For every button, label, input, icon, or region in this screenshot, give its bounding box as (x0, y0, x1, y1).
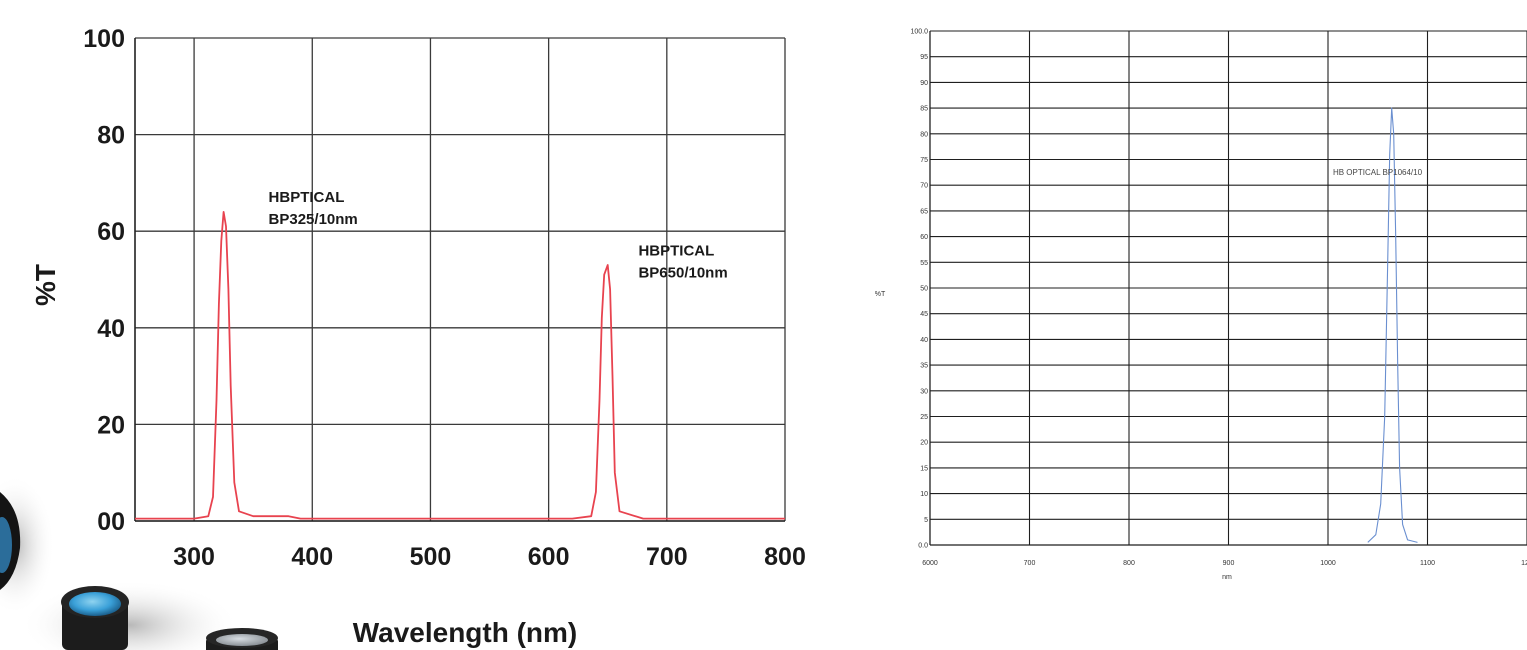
x-tick-label: 600 (528, 543, 570, 571)
y-tick-label: 90 (920, 80, 928, 87)
y-tick-labels: 00 20 40 60 80 100 (83, 25, 125, 536)
x-tick-label: 500 (410, 543, 452, 571)
y-tick-label: 20 (920, 440, 928, 447)
annotation-label: HBPTICAL (638, 242, 714, 259)
annotation-label: HB OPTICAL BP1064/10 (1333, 168, 1423, 177)
y-tick-label: 45 (920, 311, 928, 318)
y-tick-label: 00 (97, 508, 125, 536)
y-tick-label: 65 (920, 208, 928, 215)
y-tick-label: 15 (920, 465, 928, 472)
transmission-chart-nir: 0.0 5 10 15 20 25 30 35 40 45 50 55 60 65 70 75 80 85 90 95… (875, 29, 1527, 581)
y-tick-label: 80 (920, 131, 928, 138)
y-tick-label: 40 (920, 337, 928, 344)
x-tick-label: 700 (646, 543, 688, 571)
y-tick-label: 25 (920, 414, 928, 421)
y-tick-label: 100 (83, 25, 125, 53)
y-tick-label: 85 (920, 106, 928, 113)
y-tick-label: 40 (97, 315, 125, 343)
annotations: HB OPTICAL BP1064/10 (1333, 168, 1423, 177)
x-tick-label: 1000 (1320, 560, 1336, 567)
y-tick-label: 95 (920, 54, 928, 61)
annotation-label: BP325/10nm (269, 211, 358, 228)
transmission-chart-uv-red: 00 20 40 60 80 100 300 400 500 600 700 800 HBPTICA… (30, 25, 806, 648)
x-tick-labels: 300 400 500 600 700 800 (173, 543, 806, 571)
x-tick-label: 300 (173, 543, 215, 571)
x-tick-label: 800 (764, 543, 806, 571)
y-tick-label: 55 (920, 260, 928, 267)
y-tick-label: 70 (920, 183, 928, 190)
x-axis-label: nm (1222, 574, 1232, 581)
y-tick-label: 100.0 (910, 29, 928, 36)
chart-axes (134, 38, 785, 522)
x-tick-label: 6000 (922, 560, 938, 567)
annotation-label: HBPTICAL (269, 189, 345, 206)
grid-lines (929, 30, 1527, 546)
x-tick-label: 400 (291, 543, 333, 571)
y-tick-label: 5 (924, 517, 928, 524)
x-tick-label: 900 (1223, 560, 1235, 567)
series-line (135, 210, 785, 520)
y-axis-label: %T (30, 264, 61, 306)
y-tick-label: 80 (97, 122, 125, 150)
x-tick-label: 1100 (1420, 560, 1435, 567)
y-tick-label: 50 (920, 286, 928, 293)
y-tick-label: 35 (920, 363, 928, 370)
chart-axes (929, 31, 1527, 546)
x-axis-label: Wavelength (nm) (353, 617, 578, 648)
y-tick-label: 0.0 (918, 543, 928, 550)
y-tick-label: 30 (920, 388, 928, 395)
annotation-label: BP650/10nm (638, 264, 727, 281)
y-tick-label: 20 (97, 411, 125, 439)
x-tick-label: 700 (1024, 560, 1036, 567)
x-tick-label: 120 (1521, 560, 1527, 567)
y-tick-label: 60 (920, 234, 928, 241)
filter-photo-decoration (0, 475, 278, 650)
series-layer (135, 210, 785, 520)
y-tick-label: 60 (97, 218, 125, 246)
series-layer (1367, 107, 1418, 543)
x-tick-label: 800 (1123, 560, 1135, 567)
y-axis-label: %T (875, 291, 886, 298)
y-tick-label: 10 (920, 491, 928, 498)
y-tick-label: 75 (920, 157, 928, 164)
series-line (1367, 107, 1418, 543)
x-tick-labels: 6000 700 800 900 1000 1100 120 (922, 560, 1527, 567)
annotations: HBPTICAL BP325/10nm HBPTICAL BP650/10nm (269, 189, 728, 281)
y-tick-labels: 0.0 5 10 15 20 25 30 35 40 45 50 55 60 65 70 75 80 85 90 95… (910, 29, 928, 550)
